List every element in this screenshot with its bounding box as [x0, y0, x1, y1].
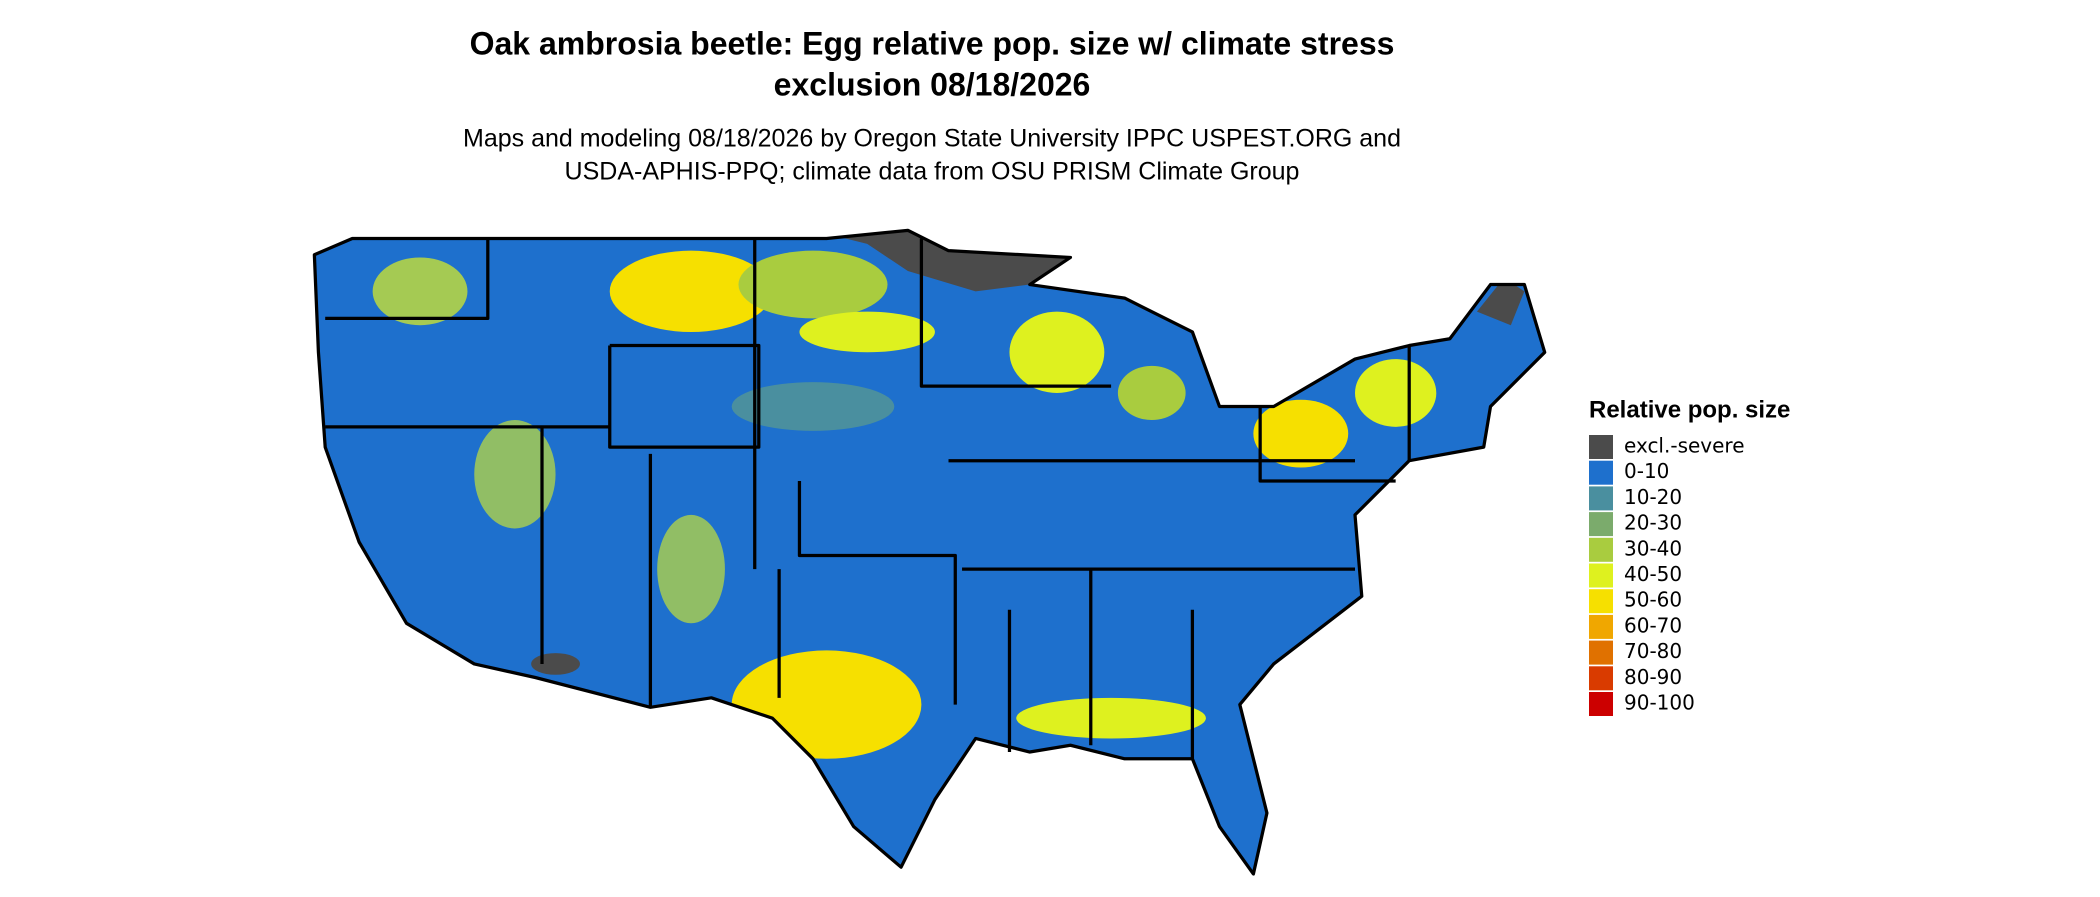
- title: exclusion 08/18/2026: [774, 66, 1091, 102]
- legend-label: 0-10: [1624, 459, 1669, 483]
- legend-label: 60-70: [1624, 613, 1682, 637]
- title: Oak ambrosia beetle: Egg relative pop. s…: [470, 25, 1395, 61]
- legend-label: 90-100: [1624, 691, 1695, 715]
- legend-title: Relative pop. size: [1589, 396, 1790, 423]
- legend-swatch: [1589, 512, 1613, 537]
- legend-swatch: [1589, 614, 1613, 639]
- legend-label: excl.-severe: [1624, 434, 1745, 458]
- legend-swatch: [1589, 460, 1613, 485]
- legend-label: 80-90: [1624, 665, 1682, 689]
- us-map: [312, 228, 1547, 876]
- legend-swatch: [1589, 435, 1613, 459]
- legend-swatch: [1589, 537, 1613, 562]
- legend-swatch: [1589, 640, 1613, 665]
- legend-label: 10-20: [1624, 485, 1682, 509]
- legend-label: 50-60: [1624, 588, 1682, 612]
- legend: excl.-severe0-1010-2020-3030-4040-5050-6…: [1589, 434, 1745, 716]
- subtitle: USDA-APHIS-PPQ; climate data from OSU PR…: [565, 158, 1300, 186]
- legend-swatch: [1589, 563, 1613, 588]
- legend-swatch: [1589, 666, 1613, 691]
- legend-swatch: [1589, 486, 1613, 511]
- legend-label: 30-40: [1624, 536, 1682, 560]
- legend-label: 70-80: [1624, 639, 1682, 663]
- legend-label: 20-30: [1624, 511, 1682, 535]
- legend-swatch: [1589, 692, 1613, 716]
- legend-swatch: [1589, 589, 1613, 614]
- subtitle: Maps and modeling 08/18/2026 by Oregon S…: [463, 125, 1401, 153]
- legend-label: 40-50: [1624, 562, 1682, 586]
